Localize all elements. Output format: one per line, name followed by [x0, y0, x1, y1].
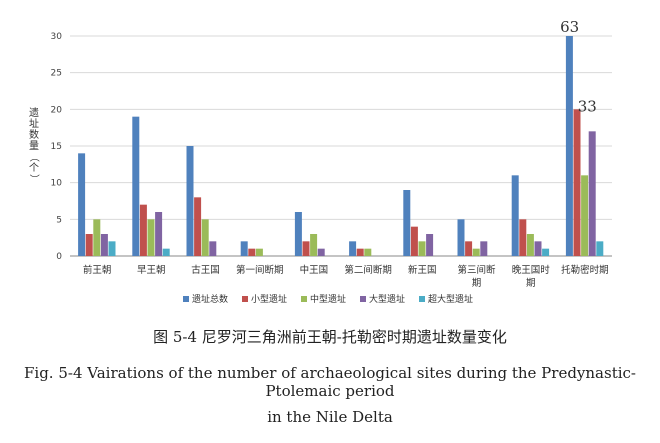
bar-3	[255, 248, 263, 256]
bar-3	[201, 219, 209, 256]
bar-4	[155, 212, 163, 256]
bar-2	[410, 226, 418, 256]
bar-5	[542, 248, 550, 256]
y-axis-label-char: 个	[29, 162, 39, 174]
figure-caption-english-line-2: in the Nile Delta	[267, 408, 393, 426]
bar-1	[565, 36, 573, 256]
bar-1	[457, 219, 465, 256]
x-tick-label: 前王朝	[83, 264, 112, 276]
bar-4	[534, 241, 542, 256]
x-tick-label: 第三间断	[457, 264, 496, 276]
bar-1	[132, 116, 140, 257]
bar-1	[240, 241, 248, 256]
legend-swatch	[183, 296, 189, 302]
y-axis-label-char: ）	[28, 174, 40, 184]
x-tick-label: 第一间断期	[236, 264, 284, 276]
bar-4	[317, 248, 325, 256]
data-annotation: 63	[560, 18, 579, 36]
bar-3	[526, 234, 534, 256]
y-tick-label: 30	[51, 32, 63, 42]
bar-4	[426, 234, 434, 256]
x-tick-label: 新王国	[408, 264, 437, 276]
x-tick-label: 中王国	[300, 264, 329, 276]
bar-4	[480, 241, 488, 256]
bar-1	[403, 190, 411, 256]
y-tick-label: 15	[51, 142, 62, 152]
bar-5	[596, 241, 604, 256]
bar-2	[519, 219, 527, 256]
bar-4	[100, 234, 108, 256]
y-axis-label-char: 址	[29, 117, 39, 130]
legend-label: 大型遗址	[369, 293, 405, 305]
bar-3	[581, 175, 589, 256]
bar-4	[209, 241, 217, 256]
y-axis-label-char: 量	[29, 140, 39, 152]
x-tick-label: 托勒密时期	[561, 264, 609, 276]
bar-2	[194, 197, 202, 256]
bar-2	[465, 241, 473, 256]
x-tick-label: 晚王国时	[512, 264, 551, 276]
legend-swatch	[419, 296, 425, 302]
bar-3	[364, 248, 372, 256]
bar-3	[418, 241, 426, 256]
legend-label: 遗址总数	[192, 293, 228, 305]
data-annotation: 33	[578, 97, 597, 115]
y-axis-label-char: 数	[29, 128, 39, 141]
x-tick-label: 古王国	[191, 264, 220, 276]
legend-swatch	[360, 296, 366, 302]
y-tick-label: 10	[51, 179, 63, 189]
x-tick-label: 第二间断期	[344, 264, 392, 276]
bar-2	[85, 234, 93, 256]
bar-5	[108, 241, 116, 256]
bar-1	[511, 175, 519, 256]
legend-label: 小型遗址	[251, 293, 287, 305]
y-axis-label-char: （	[28, 152, 40, 162]
legend-label: 超大型遗址	[428, 293, 473, 305]
x-tick-label: 早王朝	[137, 265, 166, 276]
y-axis-label-char: 遗	[29, 106, 39, 119]
y-tick-label: 20	[51, 105, 63, 115]
bar-3	[93, 219, 101, 256]
bar-4	[588, 131, 596, 256]
bar-chart: 0 5 10 15 20 25 30 遗址数量（个） 前王朝 早王朝 古王国 第一间断期 中王国 第二间断…	[28, 18, 612, 305]
legend-label: 中型遗址	[310, 293, 346, 305]
bar-1	[186, 146, 194, 256]
bar-2	[302, 241, 310, 256]
bar-2	[139, 204, 147, 256]
bar-2	[248, 248, 256, 256]
bar-1	[78, 153, 86, 256]
bar-2	[573, 109, 581, 256]
bar-1	[349, 241, 357, 256]
bar-1	[294, 212, 302, 256]
y-tick-label: 5	[56, 215, 62, 225]
bar-3	[310, 234, 318, 256]
y-tick-label: 0	[56, 252, 62, 262]
x-tick-label: 期	[526, 278, 536, 289]
x-tick-label: 期	[472, 278, 482, 289]
bar-5	[162, 248, 170, 256]
legend-swatch	[242, 296, 248, 302]
figure-caption-chinese: 图 5-4 尼罗河三角洲前王朝-托勒密时期遗址数量变化	[153, 328, 507, 346]
legend-swatch	[301, 296, 307, 302]
figure-caption-english-line-1: Fig. 5-4 Vairations of the number of arc…	[24, 364, 636, 400]
y-tick-label: 25	[51, 69, 62, 79]
bar-2	[356, 248, 364, 256]
bar-3	[472, 248, 480, 256]
bar-3	[147, 219, 155, 256]
